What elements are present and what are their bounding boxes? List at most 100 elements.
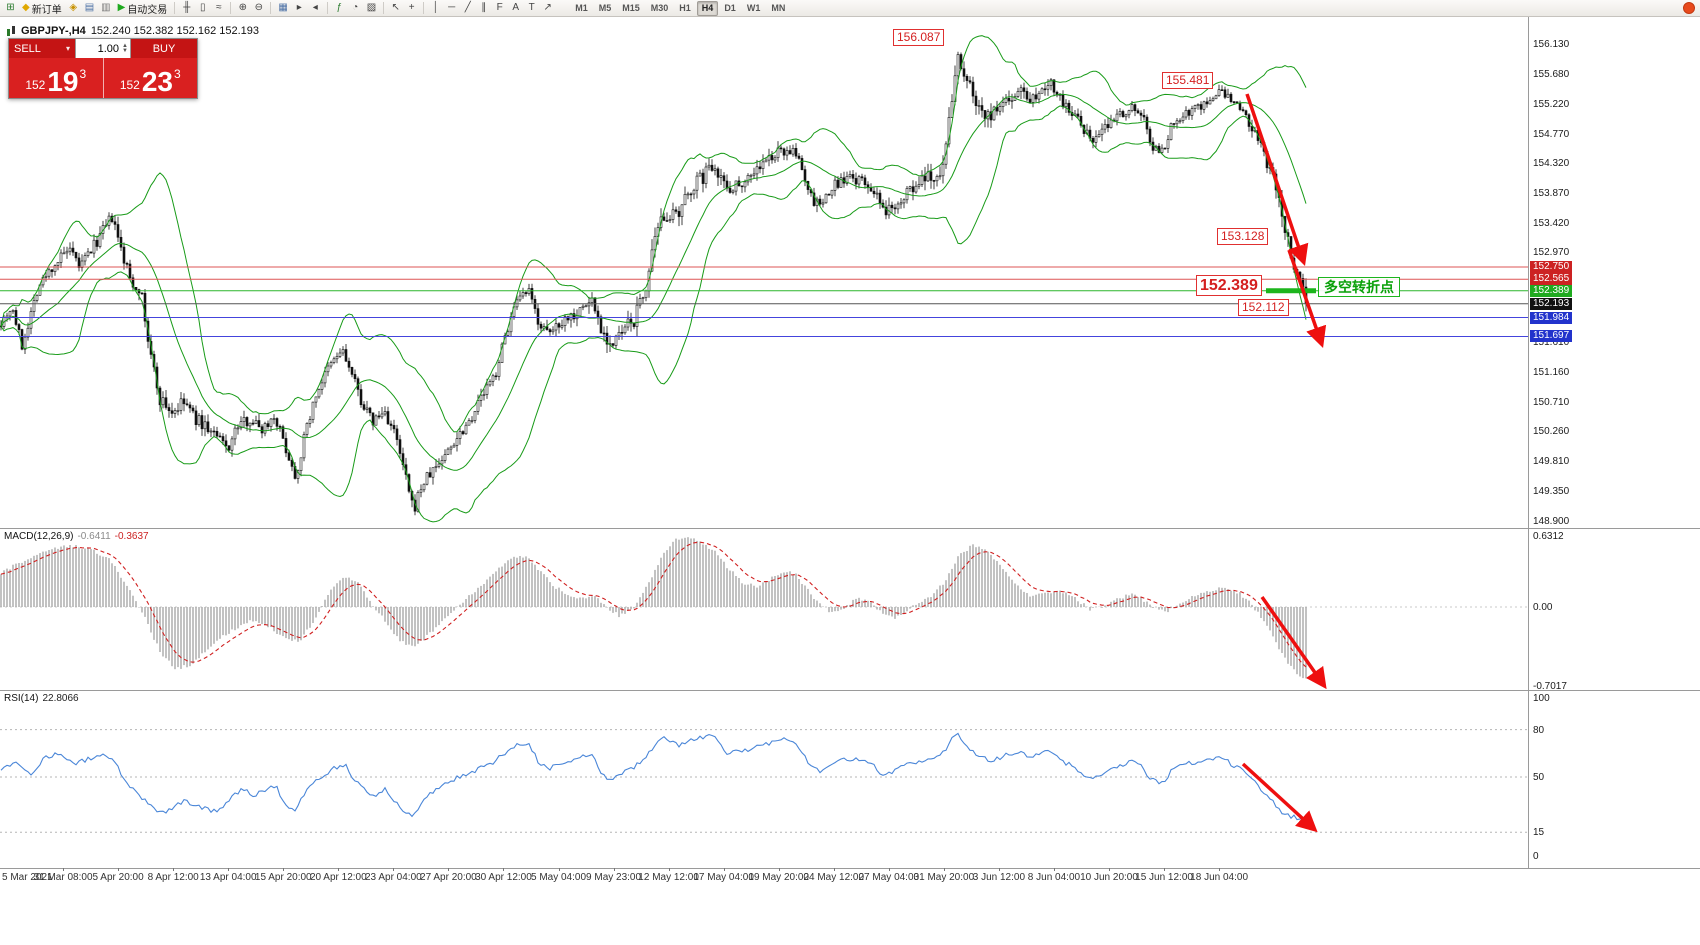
sell-button-header[interactable]: SELL ▾ xyxy=(9,39,75,58)
time-axis-tick xyxy=(1164,868,1166,871)
line-chart-mode-button[interactable]: ≈ xyxy=(211,1,226,16)
notification-icon[interactable] xyxy=(1683,2,1695,14)
toolbar-separator xyxy=(174,2,176,14)
line-chart-mode-icon: ≈ xyxy=(216,2,222,13)
time-axis-label: 13 Apr 04:00 xyxy=(199,872,257,883)
fibonacci-button[interactable]: F xyxy=(492,1,507,16)
time-axis-label: 15 Jun 12:00 xyxy=(1135,872,1193,883)
arrows-tool-button[interactable]: ↗ xyxy=(540,1,555,16)
market-watch-button[interactable]: ◈ xyxy=(66,1,81,16)
spin-down-icon[interactable]: ▼ xyxy=(122,47,128,54)
time-axis-tick xyxy=(1053,868,1055,871)
text-button[interactable]: A xyxy=(508,1,523,16)
indicators-button[interactable]: ƒ xyxy=(332,1,347,16)
toolbar-separator xyxy=(423,2,425,14)
timeframe-d1[interactable]: D1 xyxy=(724,2,736,13)
horizontal-line-button[interactable]: ─ xyxy=(444,1,459,16)
price-axis[interactable]: 156.130 155.680 155.220 154.770 154.320 153.8… xyxy=(1529,0,1599,945)
indicators-icon: ƒ xyxy=(336,2,343,13)
templates-button[interactable]: ▨ xyxy=(364,1,379,16)
price-axis-label: 156.130 xyxy=(1533,39,1570,50)
macd-name: MACD(12,26,9) xyxy=(4,531,74,542)
red-down-arrow[interactable] xyxy=(1241,762,1318,833)
price-badge-152.193: 152.193 xyxy=(1530,297,1573,310)
timeframe-m5[interactable]: M5 xyxy=(598,2,612,13)
new-order-button[interactable]: ◆ 新订单 xyxy=(19,1,65,16)
time-axis-tick xyxy=(558,868,560,871)
timeframe-h1[interactable]: H1 xyxy=(679,2,691,13)
macd-histogram xyxy=(0,537,1528,679)
timeframe-h4[interactable]: H4 xyxy=(696,0,719,16)
label-button[interactable]: T xyxy=(524,1,539,16)
rsi-name: RSI(14) xyxy=(4,693,39,704)
time-axis-label: 8 Jun 04:00 xyxy=(1027,872,1081,883)
buy-button-header[interactable]: BUY xyxy=(131,39,197,58)
time-axis-tick xyxy=(1109,868,1110,871)
timeframe-m15[interactable]: M15 xyxy=(622,2,640,13)
time-axis-tick xyxy=(283,868,285,871)
terminal-button[interactable]: ▥ xyxy=(98,1,113,16)
zoom-in-button[interactable]: ⊕ xyxy=(235,1,250,16)
periods-button[interactable]: ◔ xyxy=(348,1,363,16)
macd-signal-line xyxy=(0,541,1307,668)
toolbar: ⊞ ◆ 新订单 ◈ ▤ ▥ ▶ 自动交易 ╫ ▯ ≈ ⊕ ⊖ ▦ ▸ ◂ ƒ ◔ ▨ ↖ + │ ─ ╱ ∥ F A T ↗ M1 M5 M1… xyxy=(0,0,1700,17)
chart-canvas[interactable] xyxy=(0,0,1528,868)
zoom-out-button[interactable]: ⊖ xyxy=(251,1,266,16)
macd-signal-value: -0.3637 xyxy=(114,531,149,542)
red-down-arrow[interactable] xyxy=(1245,93,1309,266)
chart-shift-button[interactable]: ◂ xyxy=(308,1,323,16)
time-axis-label: 20 Apr 12:00 xyxy=(309,872,367,883)
vertical-line-button[interactable]: │ xyxy=(428,1,443,16)
rsi-axis-label: 50 xyxy=(1533,772,1545,783)
price-axis-label: 155.220 xyxy=(1533,99,1570,111)
rsi-value: 22.8066 xyxy=(42,693,79,704)
timeframe-w1[interactable]: W1 xyxy=(746,2,761,13)
red-down-arrow[interactable] xyxy=(1260,595,1327,690)
lot-size-input[interactable]: 1.00 ▲ ▼ xyxy=(75,39,131,58)
new-chart-button[interactable]: ⊞ xyxy=(3,1,18,16)
trendline-button[interactable]: ╱ xyxy=(460,1,475,16)
price-badge-152.565: 152.565 xyxy=(1530,273,1573,286)
channel-button[interactable]: ∥ xyxy=(476,1,491,16)
buy-price-button[interactable]: 152 23 3 xyxy=(103,58,197,98)
navigator-button[interactable]: ▤ xyxy=(82,1,97,16)
new-chart-icon: ⊞ xyxy=(6,2,15,13)
bar-chart-mode-button[interactable]: ╫ xyxy=(179,1,194,16)
time-axis-tick xyxy=(943,868,945,871)
timeframe-m1[interactable]: M1 xyxy=(575,2,588,13)
tile-windows-button[interactable]: ▦ xyxy=(275,1,290,16)
sell-price-button[interactable]: 152 19 3 xyxy=(9,58,104,98)
time-axis-tick xyxy=(118,868,120,871)
rsi-indicator-label: RSI(14) 22.8066 xyxy=(4,693,79,704)
time-axis-label: 30 Apr 12:00 xyxy=(475,872,532,883)
price-axis-label: 154.770 xyxy=(1533,128,1570,140)
time-axis[interactable]: 5 Mar 2021 31 Mar 08:00 5 Apr 20:00 8 Apr 1… xyxy=(0,868,1528,886)
candle-chart-mode-button[interactable]: ▯ xyxy=(195,1,210,16)
timeframe-m30[interactable]: M30 xyxy=(650,2,669,13)
price-axis-label: 152.970 xyxy=(1533,247,1570,259)
timeframe-mn[interactable]: MN xyxy=(771,2,786,13)
buy-price-sup: 3 xyxy=(174,67,181,81)
red-down-arrow[interactable] xyxy=(1287,249,1327,348)
time-axis-label: 17 May 04:00 xyxy=(693,872,754,883)
time-axis-tick xyxy=(1219,868,1221,871)
time-axis-label: 12 May 12:00 xyxy=(638,872,699,883)
time-axis-tick xyxy=(503,868,505,871)
trend-arrows xyxy=(1241,93,1327,833)
autotrading-button[interactable]: ▶ 自动交易 xyxy=(115,1,171,16)
time-axis-label: 18 Jun 04:00 xyxy=(1190,872,1249,883)
cursor-button[interactable]: ↖ xyxy=(388,1,403,16)
bollinger-bands xyxy=(0,35,1307,523)
time-axis-label: 8 Apr 12:00 xyxy=(147,872,199,883)
rsi-axis-label: 15 xyxy=(1533,827,1545,839)
arrows-tool-icon: ↗ xyxy=(543,2,552,13)
toolbar-separator xyxy=(383,2,385,14)
time-axis-tick xyxy=(613,868,615,871)
macd-indicator-label: MACD(12,26,9) -0.6411 -0.3637 xyxy=(4,531,149,542)
new-order-label: 新订单 xyxy=(31,4,62,16)
crosshair-button[interactable]: + xyxy=(404,1,419,16)
panel-separator[interactable] xyxy=(0,690,1700,691)
panel-separator[interactable] xyxy=(0,528,1700,529)
auto-scroll-button[interactable]: ▸ xyxy=(292,1,307,16)
spin-up-icon[interactable]: ▲ xyxy=(122,42,128,49)
